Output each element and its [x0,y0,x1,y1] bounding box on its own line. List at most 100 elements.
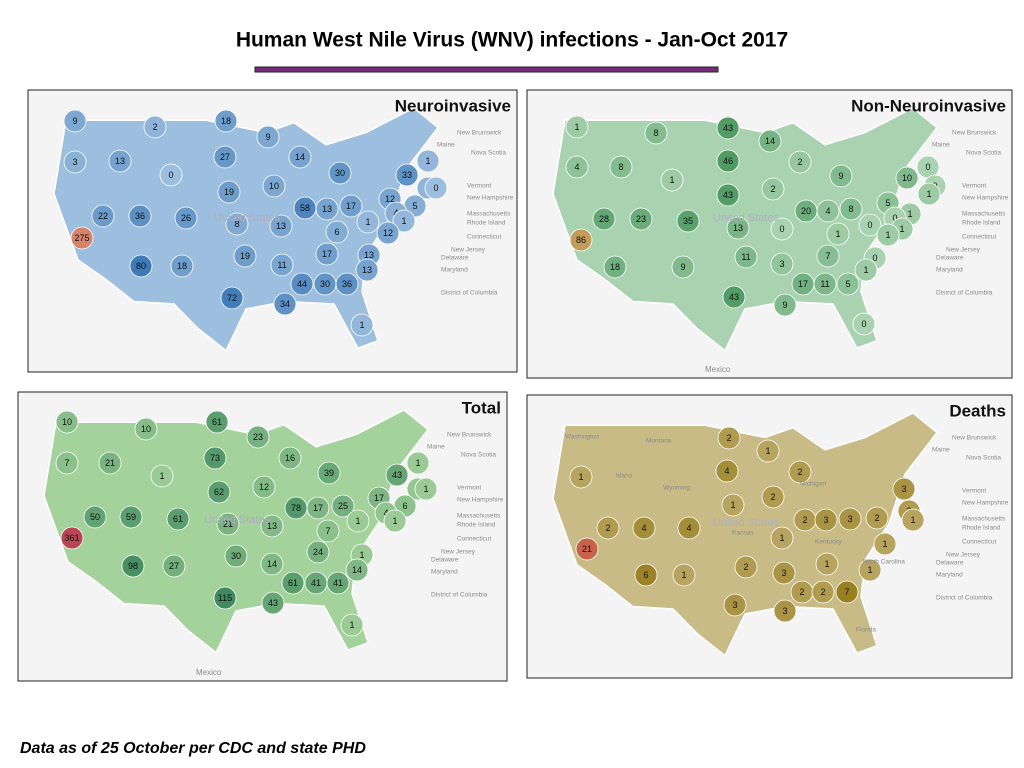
place-label: Mexico [705,365,731,374]
place-label: Maryland [431,569,458,576]
state-region [565,155,589,179]
place-label: New Jersey [451,247,486,254]
state-region [166,507,190,531]
state-value: 30 [231,551,241,561]
state-value: 28 [599,214,609,224]
state-value: 1 [365,217,370,227]
state-value: 33 [402,170,412,180]
title-underline [254,66,719,73]
state-value: 13 [322,204,332,214]
place-label: Rhode Island [467,220,506,227]
place-label: Vermont [962,183,986,190]
state-value: 8 [653,128,658,138]
state-value: 12 [385,194,395,204]
state-value: 3 [823,515,828,525]
state-region [355,258,379,282]
state-value: 43 [392,470,402,480]
state-value: 41 [333,578,343,588]
state-value: 2 [726,433,731,443]
state-value: 1 [578,472,583,482]
state-region [644,121,668,145]
state-value: 43 [723,190,733,200]
state-region [325,220,349,244]
state-value: 2 [874,513,879,523]
state-value: 5 [412,201,417,211]
place-label: Delaware [936,255,964,262]
state-value: 0 [925,162,930,172]
state-region [317,461,341,485]
state-region [256,125,280,149]
state-value: 1 [681,570,686,580]
state-value: 0 [779,224,784,234]
state-value: 9 [680,262,685,272]
state-region [592,207,616,231]
place-label: Maine [427,444,445,451]
state-region [854,258,878,282]
state-region [60,526,84,550]
state-region [213,586,237,610]
panel-title: Total [462,398,501,417]
place-label: Connecticut [962,234,997,241]
state-region [261,591,285,615]
state-value: 6 [334,227,339,237]
place-label: Connecticut [457,536,492,543]
place-label: Maryland [936,267,963,274]
state-region [224,544,248,568]
state-region [569,228,593,252]
state-region [772,561,796,585]
state-value: 14 [352,565,362,575]
place-label: Delaware [431,557,459,564]
state-value: 13 [733,223,743,233]
state-value: 58 [300,203,310,213]
state-region [98,451,122,475]
state-value: 61 [212,417,222,427]
place-label: New Hampshire [467,195,514,202]
state-value: 0 [168,170,173,180]
state-value: 3 [847,514,852,524]
state-region [829,164,853,188]
state-value: 10 [141,424,151,434]
state-value: 1 [910,515,915,525]
state-value: 7 [825,251,830,261]
state-region [339,194,363,218]
place-label: United States [713,517,780,529]
state-region [159,163,183,187]
panel-title: Non-Neuroinvasive [851,96,1006,115]
place-label: United States [713,212,780,224]
state-value: 7 [64,458,69,468]
state-value: 1 [926,189,931,199]
state-value: 5 [845,279,850,289]
state-value: 4 [825,206,830,216]
place-label: Maine [437,142,455,149]
state-value: 2 [770,492,775,502]
state-region [383,509,407,533]
state-value: 3 [781,568,786,578]
place-label: Montana [646,438,672,445]
state-value: 9 [72,116,77,126]
state-region [340,613,364,637]
state-value: 3 [779,259,784,269]
state-value: 2 [743,562,748,572]
state-region [345,558,369,582]
state-value: 2 [799,587,804,597]
state-region [346,509,370,533]
state-value: 1 [159,471,164,481]
state-value: 3 [782,606,787,616]
state-value: 17 [798,279,808,289]
state-region [815,552,839,576]
place-label: Mexico [196,668,222,677]
state-value: 11 [277,260,286,270]
place-label: Vermont [962,488,986,495]
state-value: 3 [72,157,77,167]
place-label: New Brunswick [952,130,997,137]
state-value: 1 [359,320,364,330]
state-value: 50 [90,512,100,522]
state-value: 80 [136,261,146,271]
state-region [55,410,79,434]
state-region [213,145,237,169]
state-region [170,254,194,278]
state-value: 1 [730,500,735,510]
footnote: Data as of 25 October per CDC and state … [20,740,366,757]
state-region [836,272,860,296]
state-value: 17 [313,503,323,513]
